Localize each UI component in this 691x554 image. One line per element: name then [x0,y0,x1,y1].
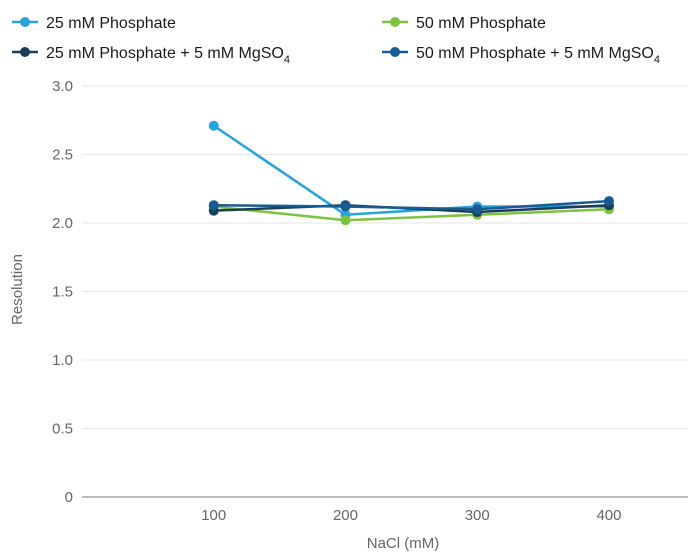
legend-swatch-marker [20,47,30,57]
legend-label: 25 mM Phosphate [46,15,176,32]
series-line [213,205,610,222]
x-tick-label: 300 [465,507,490,524]
legend-item: 25 mM Phosphate + 5 mM MgSO4 [12,45,290,66]
x-tick-label: 400 [596,507,621,524]
legend: 25 mM Phosphate 50 mM Phosphate 25 mM Phos… [12,15,660,66]
series-4 [208,196,614,215]
gridlines [82,85,688,429]
legend-label: 25 mM Phosphate + 5 mM MgSO4 [46,45,290,66]
y-axis-ticks: 0 0.5 1.0 1.5 2.0 2.5 3.0 [52,78,73,506]
legend-label: 50 mM Phosphate + 5 mM MgSO4 [416,45,660,66]
legend-swatch-marker [390,47,400,57]
data-point [340,215,351,226]
legend-item: 50 mM Phosphate [382,15,546,32]
y-tick-label: 1.0 [52,352,73,369]
data-point [208,200,219,211]
x-tick-label: 200 [333,507,358,524]
x-axis-title: NaCl (mM) [367,535,440,552]
data-point [340,201,351,212]
data-point [603,196,614,207]
y-tick-label: 2.0 [52,215,73,232]
series-line [213,124,609,217]
data-point [472,204,483,215]
legend-swatch-marker [390,17,400,27]
x-axis-ticks: 100 200 300 400 [201,507,621,524]
y-axis-title: Resolution [9,254,26,325]
series-lines [208,120,614,226]
data-point [208,120,219,131]
legend-item: 50 mM Phosphate + 5 mM MgSO4 [382,45,660,66]
y-tick-label: 0 [65,489,73,506]
y-tick-label: 3.0 [52,78,73,95]
y-tick-label: 1.5 [52,284,73,301]
y-tick-label: 2.5 [52,147,73,164]
x-tick-label: 100 [201,507,226,524]
y-tick-label: 0.5 [52,421,73,438]
legend-item: 25 mM Phosphate [12,15,176,32]
legend-swatch-marker [20,17,30,27]
series-line [213,199,610,211]
legend-label: 50 mM Phosphate [416,15,546,32]
